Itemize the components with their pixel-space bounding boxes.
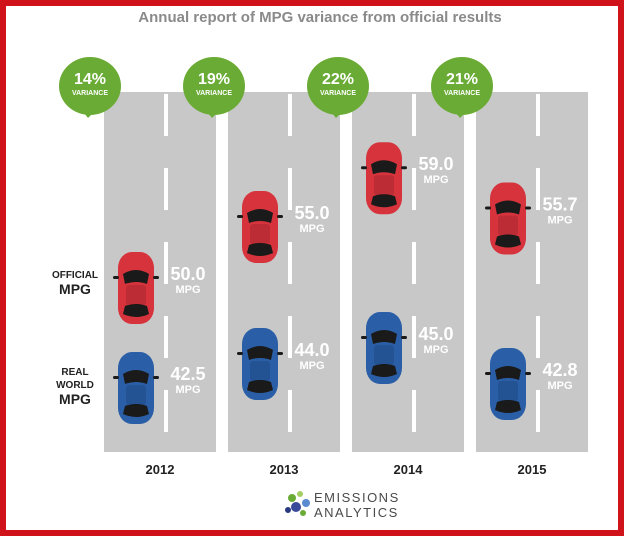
real-car-2013 — [237, 328, 283, 400]
lane-dash — [412, 94, 416, 136]
row-label-official-line1: OFFICIAL — [52, 270, 98, 281]
official-unit-2012: MPG — [175, 284, 200, 296]
year-label-2014: 2014 — [394, 462, 424, 477]
official-car-2013 — [237, 191, 283, 263]
lane-dash — [288, 168, 292, 210]
lane-dash — [288, 242, 292, 284]
official-car-2012 — [113, 252, 159, 324]
variance-value-2015: 21% — [446, 71, 478, 88]
lane-dash — [412, 242, 416, 284]
value-labels-layer: 201250.0MPG42.5MPG201355.0MPG44.0MPG2014… — [146, 154, 578, 477]
real-unit-2013: MPG — [299, 360, 324, 372]
variance-badge-2013: 19% VARIANCE — [183, 57, 245, 118]
variance-badges-layer: 14% VARIANCE 19% VARIANCE 22% VARIANCE 21% VARI… — [59, 57, 493, 118]
lane-dash — [164, 316, 168, 358]
lane-dash — [536, 168, 540, 210]
real-car-2015 — [485, 348, 531, 420]
road-2014 — [352, 92, 464, 452]
real-car-2014 — [361, 312, 407, 384]
year-label-2015: 2015 — [518, 462, 547, 477]
variance-value-2012: 14% — [74, 71, 106, 88]
lane-dash — [288, 316, 292, 358]
real-mpg-2013: 44.0 — [294, 340, 329, 360]
variance-label-2015: VARIANCE — [444, 90, 480, 97]
variance-value-2013: 19% — [198, 71, 230, 88]
lane-dash — [164, 390, 168, 432]
lane-dash — [288, 390, 292, 432]
row-label-real-line2: WORLD — [56, 380, 94, 391]
official-unit-2014: MPG — [423, 174, 448, 186]
lane-dash — [412, 168, 416, 210]
chart-title: Annual report of MPG variance from offic… — [138, 9, 501, 26]
row-label-real-line1: REAL — [61, 367, 88, 378]
variance-label-2013: VARIANCE — [196, 90, 232, 97]
variance-badge-2014: 22% VARIANCE — [307, 57, 369, 118]
variance-label-2012: VARIANCE — [72, 90, 108, 97]
real-mpg-2012: 42.5 — [170, 364, 205, 384]
row-label-official-line2: MPG — [59, 281, 91, 297]
official-unit-2013: MPG — [299, 223, 324, 235]
real-mpg-2014: 45.0 — [418, 324, 453, 344]
lane-dash — [536, 390, 540, 432]
lane-dash — [164, 94, 168, 136]
lane-dash — [412, 390, 416, 432]
official-car-2014 — [361, 142, 407, 215]
lane-dash — [536, 316, 540, 358]
variance-badge-2015: 21% VARIANCE — [431, 57, 493, 118]
variance-label-2014: VARIANCE — [320, 90, 356, 97]
official-car-2015 — [485, 182, 531, 255]
real-unit-2015: MPG — [547, 380, 572, 392]
official-mpg-2013: 55.0 — [294, 203, 329, 223]
official-mpg-2012: 50.0 — [170, 264, 205, 284]
year-label-2013: 2013 — [270, 462, 299, 477]
official-mpg-2014: 59.0 — [418, 154, 453, 174]
official-unit-2015: MPG — [547, 214, 572, 226]
lane-dash — [536, 242, 540, 284]
logo-line1: EMISSIONS — [314, 490, 400, 505]
real-unit-2014: MPG — [423, 344, 448, 356]
lane-dash — [536, 94, 540, 136]
lane-dash — [164, 168, 168, 210]
lane-dash — [412, 316, 416, 358]
road-2013 — [228, 92, 340, 452]
real-mpg-2015: 42.8 — [542, 360, 577, 380]
logo-line2: ANALYTICS — [314, 505, 399, 520]
row-label-real-line3: MPG — [59, 391, 91, 407]
variance-value-2014: 22% — [322, 71, 354, 88]
logo-dots-icon — [285, 491, 310, 516]
real-car-2012 — [113, 352, 159, 424]
real-unit-2012: MPG — [175, 384, 200, 396]
official-mpg-2015: 55.7 — [542, 194, 577, 214]
lane-dash — [164, 242, 168, 284]
variance-badge-2012: 14% VARIANCE — [59, 57, 121, 118]
year-label-2012: 2012 — [146, 462, 175, 477]
lane-dash — [288, 94, 292, 136]
emissions-analytics-logo: EMISSIONS ANALYTICS — [285, 490, 400, 520]
